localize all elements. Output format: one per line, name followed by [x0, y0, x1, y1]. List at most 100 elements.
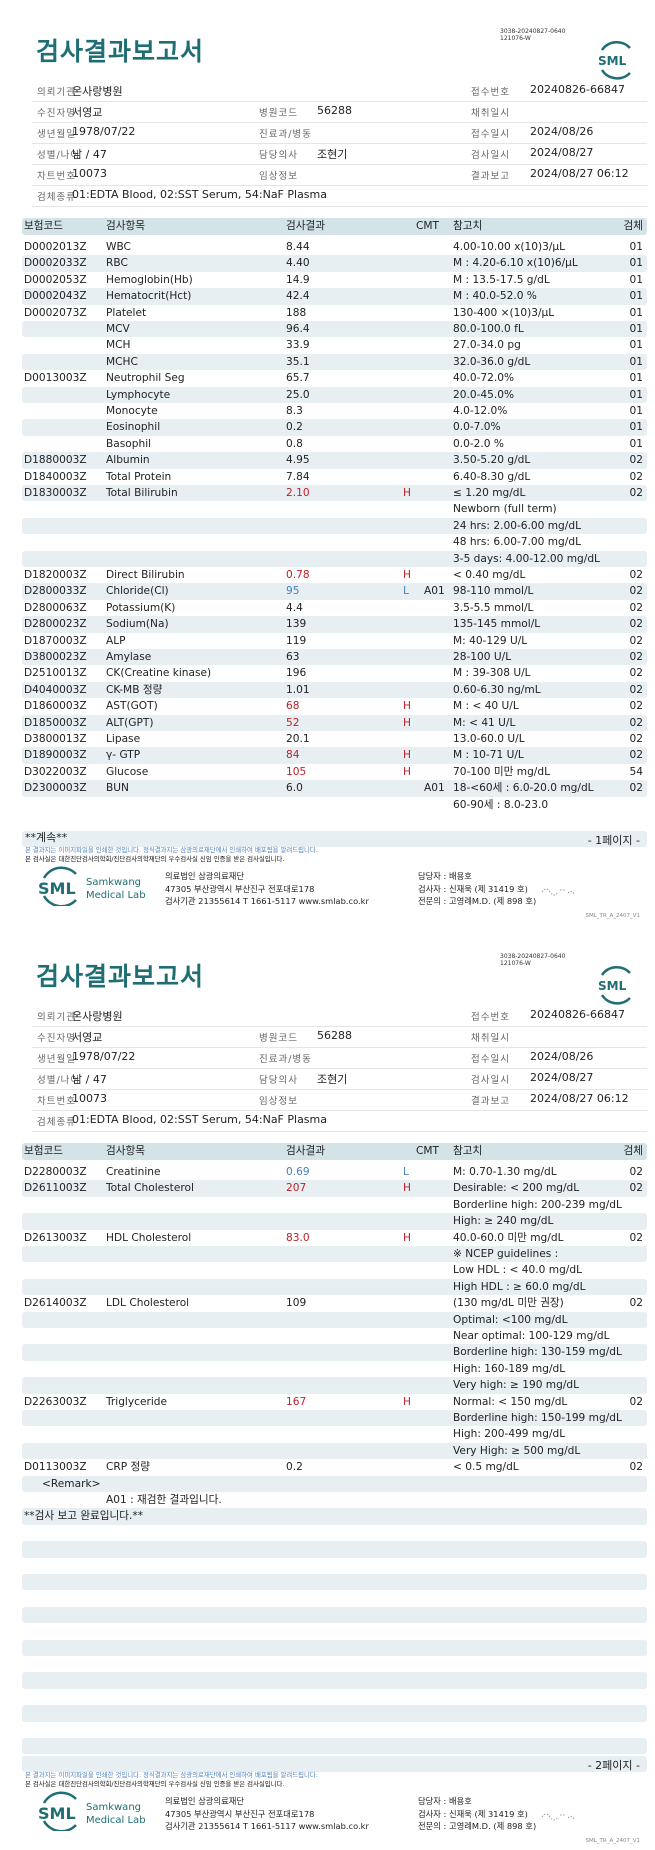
info-label-specimen: 검체종류 — [37, 192, 76, 203]
staff-specialist: 전문의 : 고영례M.D. (제 898 호) — [418, 896, 537, 906]
result-row: Lymphocyte 25.0 20.0-45.0% 01 — [22, 386, 647, 403]
result-row: D2510013Z CK(Creatine kinase) 196 M : 39-30… — [22, 665, 647, 681]
reference-range: < 0.5 mg/dL — [453, 1461, 519, 1474]
test-result-value: 95 — [286, 585, 300, 598]
sml-logo-icon: SML — [598, 966, 631, 1005]
test-item-name: Total Cholesterol — [106, 1182, 194, 1195]
insurance-code: D3800013Z — [24, 733, 87, 745]
reference-range: High HDL : ≥ 60.0 mg/dL — [453, 1280, 586, 1293]
info-label-dept: 진료과/병동 — [259, 1054, 312, 1065]
reference-range: Desirable: < 200 mg/dL — [453, 1182, 580, 1195]
test-item-name: ALP — [106, 634, 126, 647]
info-value-tested: 2024/08/27 — [530, 146, 594, 159]
document-id: 3038-20240827-0640 121076-W — [500, 28, 565, 42]
reference-range: 48 hrs: 6.00-7.00 mg/dL — [453, 536, 581, 549]
signature-icon — [541, 1813, 575, 1821]
abnormal-flag: H — [403, 1182, 411, 1195]
abnormal-flag: L — [403, 585, 409, 598]
report-complete-text: **검사 보고 완료입니다.** — [24, 1510, 144, 1523]
test-result-value: 84 — [286, 749, 300, 762]
insurance-code: D3800023Z — [24, 651, 87, 663]
org-contact: 검사기관 21355614 T 1661-5117 www.smlab.co.k… — [165, 896, 369, 906]
reference-range: 40.0-72.0% — [453, 372, 515, 385]
insurance-code: D2300003Z — [24, 782, 87, 795]
patient-info-row: 검체종류 01:EDTA Blood, 02:SST Serum, 54:NaF … — [32, 1110, 647, 1132]
insurance-code: D1840003Z — [24, 470, 87, 483]
insurance-code: D1890003Z — [24, 749, 87, 762]
staff-tester: 검사자 : 신재욱 (제 31419 호) — [418, 1808, 528, 1819]
test-result-value: 4.95 — [286, 454, 310, 467]
empty-row — [22, 1574, 647, 1591]
accreditation-notice: 본 검사실은 대한진단검사의학회/진단검사의학재단의 우수검사실 신임 인증을 … — [25, 1780, 285, 1788]
specimen-code: 02 — [629, 1297, 643, 1310]
info-value-sex-age: 남 / 47 — [72, 1073, 107, 1086]
test-result-value: 167 — [286, 1395, 307, 1408]
test-item-name: Hemoglobin(Hb) — [106, 273, 193, 286]
specimen-code: 01 — [629, 339, 643, 352]
info-value-chart: 10073 — [72, 1092, 107, 1105]
reference-range: 0.0-2.0 % — [453, 437, 504, 450]
specimen-code: 02 — [629, 569, 643, 581]
image-print-notice: 본 결과지는 이미지파일을 인쇄한 것입니다. 정식결과지는 삼광의료재단에서 … — [25, 1771, 318, 1779]
reference-range: Borderline high: 130-159 mg/dL — [453, 1346, 622, 1359]
test-item-name: RBC — [106, 257, 128, 270]
info-label-clinical: 임상정보 — [259, 171, 298, 182]
insurance-code: D0002013Z — [24, 241, 87, 253]
abnormal-flag: H — [403, 700, 411, 713]
info-value-patient: 서영교 — [72, 106, 103, 119]
document-id: 3038-20240827-0640 121076-W — [500, 953, 565, 967]
reference-range: 98-110 mmol/L — [453, 585, 534, 598]
result-row: D1850003Z ALT(GPT) 52 H M: < 41 U/L 02 — [22, 714, 647, 731]
document-id-line-2: 121076-W — [500, 35, 531, 42]
specimen-code: 01 — [629, 273, 643, 286]
info-label-chart: 차트번호 — [37, 171, 76, 182]
reference-range: M : < 40 U/L — [453, 700, 519, 713]
document-id-line-1: 3038-20240827-0640 — [500, 28, 566, 35]
result-row: 3-5 days: 4.00-12.00 mg/dL — [22, 550, 647, 567]
test-result-value: 35.1 — [286, 355, 310, 368]
test-result-value: 2.10 — [286, 487, 310, 499]
result-row: 60-90세 : 8.0-23.0 — [22, 797, 647, 813]
reference-range: M : 39-308 U/L — [453, 667, 531, 680]
info-value-chart: 10073 — [72, 167, 107, 180]
form-version: SML_TR_A_2407_V1 — [585, 1838, 640, 1844]
specimen-code: 02 — [629, 618, 643, 631]
insurance-code: D0002053Z — [24, 273, 87, 286]
test-result-value: 42.4 — [286, 290, 310, 303]
reference-range: ※ NCEP guidelines : — [453, 1248, 559, 1260]
insurance-code: D3022003Z — [24, 765, 87, 778]
samkwang-medical-lab-logo: SML Samkwang Medical Lab — [38, 866, 146, 906]
test-item-name: CK-MB 정량 — [106, 683, 163, 696]
test-result-value: 65.7 — [286, 372, 310, 385]
specimen-code: 02 — [629, 487, 643, 499]
insurance-code: D2800063Z — [24, 601, 87, 614]
specimen-code: 01 — [629, 323, 643, 335]
empty-row — [22, 1672, 647, 1689]
info-label-sex-age: 성별/나이 — [37, 1075, 81, 1086]
specimen-code: 02 — [629, 1395, 643, 1408]
info-label-dept: 진료과/병동 — [259, 129, 312, 140]
test-item-name: MCHC — [106, 355, 138, 368]
test-item-name: HDL Cholesterol — [106, 1231, 192, 1244]
result-row: Basophil 0.8 0.0-2.0 % 01 — [22, 436, 647, 452]
insurance-code: D2280003Z — [24, 1166, 87, 1178]
test-item-name: γ- GTP — [106, 749, 141, 762]
reference-range: High: ≥ 240 mg/dL — [453, 1215, 554, 1228]
abnormal-flag: H — [403, 1231, 411, 1244]
result-row: D2613003Z HDL Cholesterol 83.0 H 40.0-60.0 미… — [22, 1230, 647, 1246]
test-result-value: 14.9 — [286, 273, 310, 286]
specimen-code: 01 — [629, 241, 643, 253]
info-label-collected: 채취일시 — [471, 108, 510, 119]
remark-label: <Remark> — [42, 1477, 101, 1490]
test-item-name: WBC — [106, 241, 131, 253]
specimen-code: 02 — [629, 634, 643, 647]
abnormal-flag: H — [403, 1395, 411, 1408]
specimen-code: 02 — [629, 1231, 643, 1244]
specimen-code: 02 — [629, 585, 643, 598]
specimen-code: 02 — [629, 1182, 643, 1195]
info-label-receipt-no: 접수번호 — [471, 1012, 510, 1023]
reference-range: M: 0.70-1.30 mg/dL — [453, 1166, 557, 1178]
info-label-received: 접수일시 — [471, 129, 510, 140]
specimen-code: 02 — [629, 683, 643, 696]
page-footer-band — [22, 831, 647, 847]
